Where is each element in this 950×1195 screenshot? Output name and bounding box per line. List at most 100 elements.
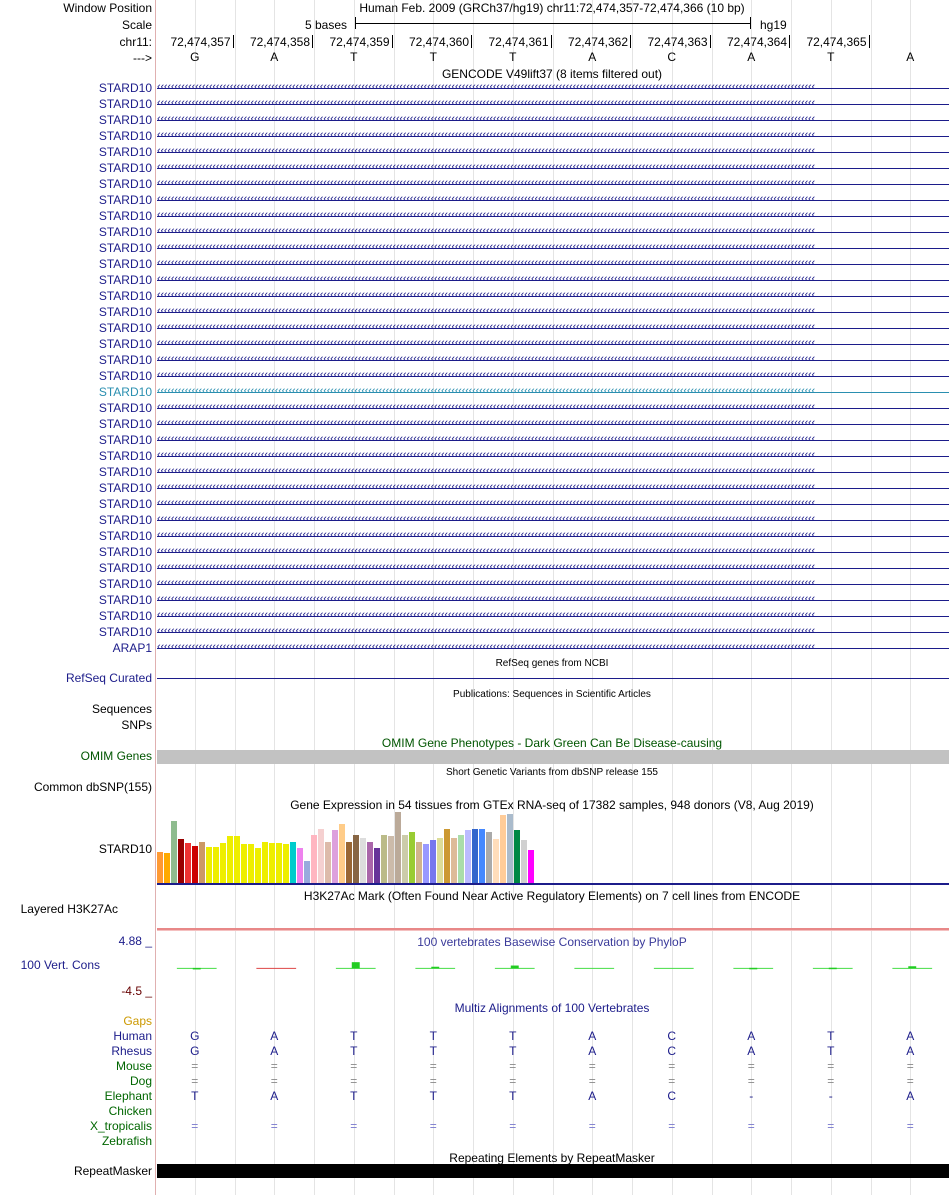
- gtex-tissue-bar[interactable]: [388, 836, 394, 884]
- gtex-tissue-bar[interactable]: [276, 843, 282, 884]
- gene-label-stard10[interactable]: STARD10: [98, 369, 152, 383]
- gene-track-row[interactable]: ‹‹‹‹‹‹‹‹‹‹‹‹‹‹‹‹‹‹‹‹‹‹‹‹‹‹‹‹‹‹‹‹‹‹‹‹‹‹‹‹…: [157, 289, 949, 303]
- phylop-score-bar[interactable]: [351, 962, 360, 969]
- gene-label-stard10[interactable]: STARD10: [98, 545, 152, 559]
- gtex-tissue-bar[interactable]: [178, 839, 184, 884]
- gtex-tissue-bar[interactable]: [304, 861, 310, 884]
- gene-track-row[interactable]: ‹‹‹‹‹‹‹‹‹‹‹‹‹‹‹‹‹‹‹‹‹‹‹‹‹‹‹‹‹‹‹‹‹‹‹‹‹‹‹‹…: [157, 593, 949, 607]
- gtex-tissue-bar[interactable]: [185, 843, 191, 884]
- gene-track-row[interactable]: ‹‹‹‹‹‹‹‹‹‹‹‹‹‹‹‹‹‹‹‹‹‹‹‹‹‹‹‹‹‹‹‹‹‹‹‹‹‹‹‹…: [157, 177, 949, 191]
- gtex-tissue-bar[interactable]: [360, 838, 366, 884]
- gene-track-row[interactable]: ‹‹‹‹‹‹‹‹‹‹‹‹‹‹‹‹‹‹‹‹‹‹‹‹‹‹‹‹‹‹‹‹‹‹‹‹‹‹‹‹…: [157, 129, 949, 143]
- gene-label-stard10[interactable]: STARD10: [98, 273, 152, 287]
- gene-label-stard10[interactable]: STARD10: [98, 401, 152, 415]
- gene-track-row[interactable]: ‹‹‹‹‹‹‹‹‹‹‹‹‹‹‹‹‹‹‹‹‹‹‹‹‹‹‹‹‹‹‹‹‹‹‹‹‹‹‹‹…: [157, 241, 949, 255]
- gtex-tissue-bar[interactable]: [507, 814, 513, 884]
- gene-track-row[interactable]: ‹‹‹‹‹‹‹‹‹‹‹‹‹‹‹‹‹‹‹‹‹‹‹‹‹‹‹‹‹‹‹‹‹‹‹‹‹‹‹‹…: [157, 161, 949, 175]
- species-label-zebrafish[interactable]: Zebrafish: [101, 1134, 152, 1148]
- gene-label-stard10[interactable]: STARD10: [98, 193, 152, 207]
- gene-label-stard10[interactable]: STARD10: [98, 609, 152, 623]
- gene-label-stard10[interactable]: STARD10: [98, 305, 152, 319]
- gtex-tissue-bar[interactable]: [248, 844, 254, 884]
- gtex-tissue-bar[interactable]: [521, 840, 527, 884]
- gtex-tissue-bar[interactable]: [374, 848, 380, 884]
- gtex-tissue-bar[interactable]: [381, 835, 387, 884]
- gene-track-row[interactable]: ‹‹‹‹‹‹‹‹‹‹‹‹‹‹‹‹‹‹‹‹‹‹‹‹‹‹‹‹‹‹‹‹‹‹‹‹‹‹‹‹…: [157, 321, 949, 335]
- gene-track-row[interactable]: ‹‹‹‹‹‹‹‹‹‹‹‹‹‹‹‹‹‹‹‹‹‹‹‹‹‹‹‹‹‹‹‹‹‹‹‹‹‹‹‹…: [157, 513, 949, 527]
- gtex-tissue-bar[interactable]: [493, 839, 499, 884]
- gene-label-stard10[interactable]: STARD10: [98, 337, 152, 351]
- gene-label-stard10[interactable]: STARD10: [98, 145, 152, 159]
- gene-track-row[interactable]: ‹‹‹‹‹‹‹‹‹‹‹‹‹‹‹‹‹‹‹‹‹‹‹‹‹‹‹‹‹‹‹‹‹‹‹‹‹‹‹‹…: [157, 481, 949, 495]
- gene-track-row[interactable]: ‹‹‹‹‹‹‹‹‹‹‹‹‹‹‹‹‹‹‹‹‹‹‹‹‹‹‹‹‹‹‹‹‹‹‹‹‹‹‹‹…: [157, 193, 949, 207]
- gene-track-row[interactable]: ‹‹‹‹‹‹‹‹‹‹‹‹‹‹‹‹‹‹‹‹‹‹‹‹‹‹‹‹‹‹‹‹‹‹‹‹‹‹‹‹…: [157, 369, 949, 383]
- gtex-tissue-bar[interactable]: [283, 844, 289, 884]
- gene-label-stard10[interactable]: STARD10: [98, 161, 152, 175]
- gene-track-row[interactable]: ‹‹‹‹‹‹‹‹‹‹‹‹‹‹‹‹‹‹‹‹‹‹‹‹‹‹‹‹‹‹‹‹‹‹‹‹‹‹‹‹…: [157, 305, 949, 319]
- species-label-x_tropicalis[interactable]: X_tropicalis: [89, 1119, 152, 1133]
- h3k27ac-label[interactable]: Layered H3K27Ac: [20, 902, 118, 916]
- gtex-tissue-bar[interactable]: [465, 830, 471, 884]
- gene-label-stard10[interactable]: STARD10: [98, 625, 152, 639]
- refseq-gene-line[interactable]: [157, 678, 949, 679]
- gene-label-stard10[interactable]: STARD10: [98, 177, 152, 191]
- gene-label-stard10[interactable]: STARD10: [98, 433, 152, 447]
- gene-track-row[interactable]: ‹‹‹‹‹‹‹‹‹‹‹‹‹‹‹‹‹‹‹‹‹‹‹‹‹‹‹‹‹‹‹‹‹‹‹‹‹‹‹‹…: [157, 497, 949, 511]
- gtex-tissue-bar[interactable]: [479, 829, 485, 884]
- phylop-label[interactable]: 100 Vert. Cons: [20, 958, 100, 972]
- gtex-tissue-bar[interactable]: [227, 836, 233, 884]
- gene-label-stard10[interactable]: STARD10: [98, 417, 152, 431]
- gene-label-stard10[interactable]: STARD10: [98, 385, 152, 399]
- gene-track-row[interactable]: ‹‹‹‹‹‹‹‹‹‹‹‹‹‹‹‹‹‹‹‹‹‹‹‹‹‹‹‹‹‹‹‹‹‹‹‹‹‹‹‹…: [157, 209, 949, 223]
- gtex-tissue-bar[interactable]: [192, 846, 198, 884]
- gtex-tissue-bar[interactable]: [157, 852, 163, 884]
- gene-track-row[interactable]: ‹‹‹‹‹‹‹‹‹‹‹‹‹‹‹‹‹‹‹‹‹‹‹‹‹‹‹‹‹‹‹‹‹‹‹‹‹‹‹‹…: [157, 257, 949, 271]
- phylop-score-bar[interactable]: [192, 967, 201, 970]
- gtex-tissue-bar[interactable]: [255, 848, 261, 884]
- phylop-plot[interactable]: [157, 945, 949, 990]
- gene-label-stard10[interactable]: STARD10: [98, 81, 152, 95]
- gene-label-stard10[interactable]: STARD10: [98, 225, 152, 239]
- gtex-tissue-bar[interactable]: [514, 830, 520, 884]
- refseq-label[interactable]: RefSeq Curated: [65, 671, 152, 685]
- phylop-score-bar[interactable]: [749, 967, 758, 970]
- gene-label-stard10[interactable]: STARD10: [98, 113, 152, 127]
- gtex-tissue-bar[interactable]: [472, 829, 478, 884]
- gene-label-stard10[interactable]: STARD10: [98, 353, 152, 367]
- gene-track-row[interactable]: ‹‹‹‹‹‹‹‹‹‹‹‹‹‹‹‹‹‹‹‹‹‹‹‹‹‹‹‹‹‹‹‹‹‹‹‹‹‹‹‹…: [157, 401, 949, 415]
- gtex-tissue-bar[interactable]: [234, 836, 240, 884]
- gene-label-stard10[interactable]: STARD10: [98, 449, 152, 463]
- gtex-tissue-bar[interactable]: [199, 842, 205, 884]
- gene-track-row[interactable]: ‹‹‹‹‹‹‹‹‹‹‹‹‹‹‹‹‹‹‹‹‹‹‹‹‹‹‹‹‹‹‹‹‹‹‹‹‹‹‹‹…: [157, 417, 949, 431]
- gtex-tissue-bar[interactable]: [458, 835, 464, 884]
- gtex-tissue-bar[interactable]: [486, 832, 492, 884]
- gtex-tissue-bar[interactable]: [290, 842, 296, 884]
- phylop-score-bar[interactable]: [431, 966, 440, 969]
- gene-label-stard10[interactable]: STARD10: [98, 529, 152, 543]
- gtex-tissue-bar[interactable]: [164, 853, 170, 884]
- gtex-tissue-bar[interactable]: [500, 815, 506, 884]
- gtex-tissue-bar[interactable]: [339, 824, 345, 884]
- gtex-tissue-bar[interactable]: [395, 812, 401, 884]
- gtex-tissue-bar[interactable]: [444, 829, 450, 884]
- gtex-tissue-bar[interactable]: [213, 847, 219, 884]
- gene-track-row[interactable]: ‹‹‹‹‹‹‹‹‹‹‹‹‹‹‹‹‹‹‹‹‹‹‹‹‹‹‹‹‹‹‹‹‹‹‹‹‹‹‹‹…: [157, 273, 949, 287]
- gene-track-row[interactable]: ‹‹‹‹‹‹‹‹‹‹‹‹‹‹‹‹‹‹‹‹‹‹‹‹‹‹‹‹‹‹‹‹‹‹‹‹‹‹‹‹…: [157, 225, 949, 239]
- gene-label-stard10[interactable]: STARD10: [98, 593, 152, 607]
- gtex-label[interactable]: STARD10: [98, 842, 152, 856]
- phylop-score-bar[interactable]: [510, 965, 519, 969]
- gene-label-stard10[interactable]: STARD10: [98, 209, 152, 223]
- gene-label-arap1[interactable]: ARAP1: [112, 641, 152, 655]
- gene-track-row[interactable]: ‹‹‹‹‹‹‹‹‹‹‹‹‹‹‹‹‹‹‹‹‹‹‹‹‹‹‹‹‹‹‹‹‹‹‹‹‹‹‹‹…: [157, 449, 949, 463]
- gtex-tissue-bar[interactable]: [367, 842, 373, 884]
- gene-track-row[interactable]: ‹‹‹‹‹‹‹‹‹‹‹‹‹‹‹‹‹‹‹‹‹‹‹‹‹‹‹‹‹‹‹‹‹‹‹‹‹‹‹‹…: [157, 465, 949, 479]
- species-label-dog[interactable]: Dog: [129, 1074, 152, 1088]
- gtex-tissue-bar[interactable]: [262, 842, 268, 884]
- gtex-tissue-bar[interactable]: [528, 850, 534, 884]
- gene-label-stard10[interactable]: STARD10: [98, 561, 152, 575]
- repeatmasker-label[interactable]: RepeatMasker: [73, 1164, 152, 1178]
- species-label-rhesus[interactable]: Rhesus: [111, 1044, 152, 1058]
- gene-label-stard10[interactable]: STARD10: [98, 97, 152, 111]
- gtex-tissue-bar[interactable]: [171, 821, 177, 884]
- gene-track-row[interactable]: ‹‹‹‹‹‹‹‹‹‹‹‹‹‹‹‹‹‹‹‹‹‹‹‹‹‹‹‹‹‹‹‹‹‹‹‹‹‹‹‹…: [157, 545, 949, 559]
